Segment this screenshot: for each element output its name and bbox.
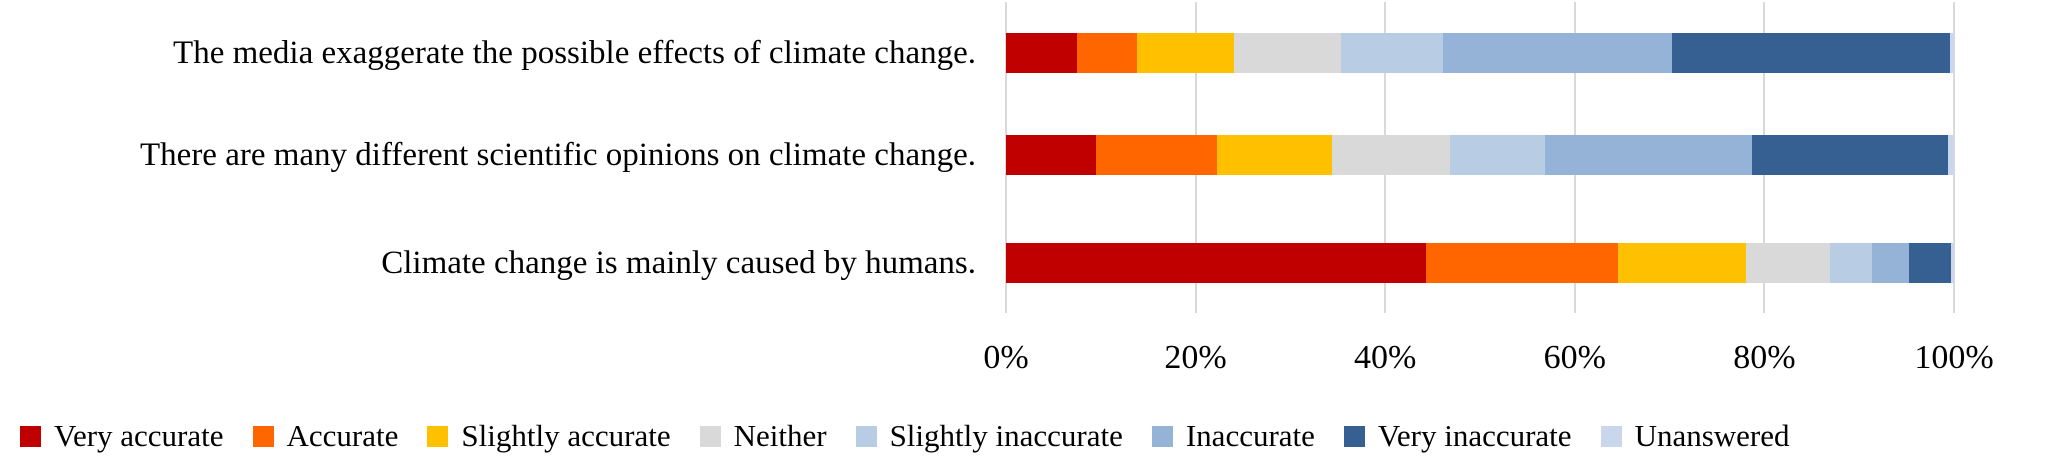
bar-segment [1425,243,1619,283]
bar-segment [1006,33,1078,73]
bar-row [1006,243,1954,283]
legend-item: Accurate [252,418,399,454]
x-tick-label: 100% [1914,339,1994,376]
legend-label: Very accurate [54,418,224,453]
legend-swatch [855,425,877,447]
legend-swatch [1343,425,1365,447]
bar-segment [1006,243,1426,283]
bar-segment [1449,135,1546,175]
bar-segment [1340,33,1444,73]
bar-segment [1077,33,1137,73]
bar-segment [1136,33,1234,73]
legend-item: Slightly inaccurate [855,418,1123,454]
legend-swatch [20,425,41,447]
gridline [1953,2,1955,313]
legend-label: Accurate [286,418,399,453]
legend-item: Unanswered [1600,418,1790,454]
category-label: Climate change is mainly caused by human… [381,244,976,281]
legend-label: Inaccurate [1185,418,1315,453]
x-tick-label: 60% [1543,339,1606,376]
bar-row [1006,135,1954,175]
bar-segment [1909,243,1952,283]
legend-label: Slightly inaccurate [889,418,1123,453]
plot-area: 0% 20% 40% 60% 80% 100% [983,0,1994,458]
legend-label: Very inaccurate [1377,418,1572,453]
bar-segment [1006,135,1097,175]
bar-segment [1443,33,1673,73]
legend-item: Slightly accurate [427,418,671,454]
bar-segment [1951,243,1954,283]
legend-swatch [252,425,274,447]
x-tick-label: 40% [1354,339,1417,376]
legend-item: Very accurate [20,418,224,454]
bar-segment [1545,135,1753,175]
bar-segment [1332,135,1450,175]
legend-label: Slightly accurate [461,418,671,453]
bar-segment [1950,33,1954,73]
category-label: There are many different scientific opin… [140,136,976,173]
bar-segment [1233,33,1341,73]
legend-label: Neither [733,418,827,453]
bar-segment [1752,135,1949,175]
legend-swatch [427,425,449,447]
bar-segment [1217,135,1333,175]
legend-item: Very inaccurate [1343,418,1572,454]
bar-row [1006,33,1954,73]
legend-item: Inaccurate [1151,418,1315,454]
category-label: The media exaggerate the possible effect… [173,34,976,71]
bar-segment [1096,135,1218,175]
legend: Very accurate Accurate Slightly accurate Ne… [20,416,1790,456]
legend-swatch [1600,425,1622,447]
x-tick-label: 0% [983,339,1029,376]
x-tick-label: 20% [1164,339,1227,376]
legend-item: Neither [699,418,827,454]
bar-segment [1829,243,1872,283]
x-tick-label: 80% [1733,339,1796,376]
bar-segment [1672,33,1951,73]
bar-segment [1871,243,1910,283]
legend-label: Unanswered [1634,418,1790,453]
bar-segment [1746,243,1830,283]
bar-segment [1618,243,1747,283]
bar-segment [1948,135,1954,175]
legend-swatch [699,425,721,447]
legend-swatch [1151,425,1173,447]
